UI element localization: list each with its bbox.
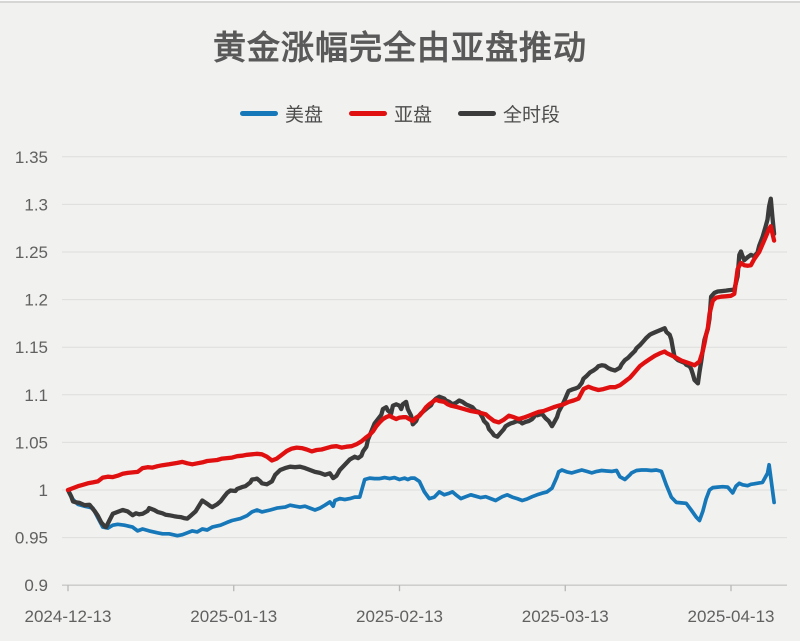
series-line-asia-session	[65, 224, 777, 493]
legend-item-all-hours[interactable]: 全时段	[458, 100, 560, 127]
legend-swatch-us-session	[239, 110, 278, 116]
chart-legend: 美盘 亚盘 全时段	[0, 100, 800, 126]
y-tick-label: 1.25	[15, 243, 48, 262]
y-tick-label: 0.9	[24, 576, 48, 595]
y-tick-label: 0.95	[15, 529, 48, 548]
y-tick-label: 1.3	[24, 195, 48, 214]
chart-title: 黄金涨幅完全由亚盘推动	[213, 29, 587, 66]
x-tick-label: 2025-03-13	[522, 607, 609, 626]
top-divider	[0, 0, 800, 4]
x-tick-label: 2025-02-13	[356, 607, 443, 626]
y-tick-label: 1.15	[15, 338, 48, 357]
x-tick-label: 2024-12-13	[25, 607, 112, 626]
legend-label-us-session: 美盘	[284, 104, 323, 126]
y-tick-label: 1.05	[15, 433, 48, 452]
legend-swatch-all-hours	[458, 110, 496, 116]
y-tick-label: 1	[39, 481, 48, 500]
series-line-all-hours	[65, 196, 777, 530]
x-tick-label: 2025-04-13	[688, 607, 775, 626]
legend-label-all-hours: 全时段	[503, 104, 561, 126]
y-tick-label: 1.1	[24, 386, 48, 405]
legend-label-asia-session: 亚盘	[393, 104, 432, 126]
legend-item-us-session[interactable]: 美盘	[239, 100, 323, 127]
series-line-us-session	[66, 462, 776, 538]
legend-swatch-asia-session	[348, 110, 387, 116]
legend-item-asia-session[interactable]: 亚盘	[348, 100, 432, 127]
x-tick-label: 2025-01-13	[190, 607, 277, 626]
y-tick-label: 1.2	[24, 291, 48, 310]
y-tick-label: 1.35	[15, 148, 48, 167]
